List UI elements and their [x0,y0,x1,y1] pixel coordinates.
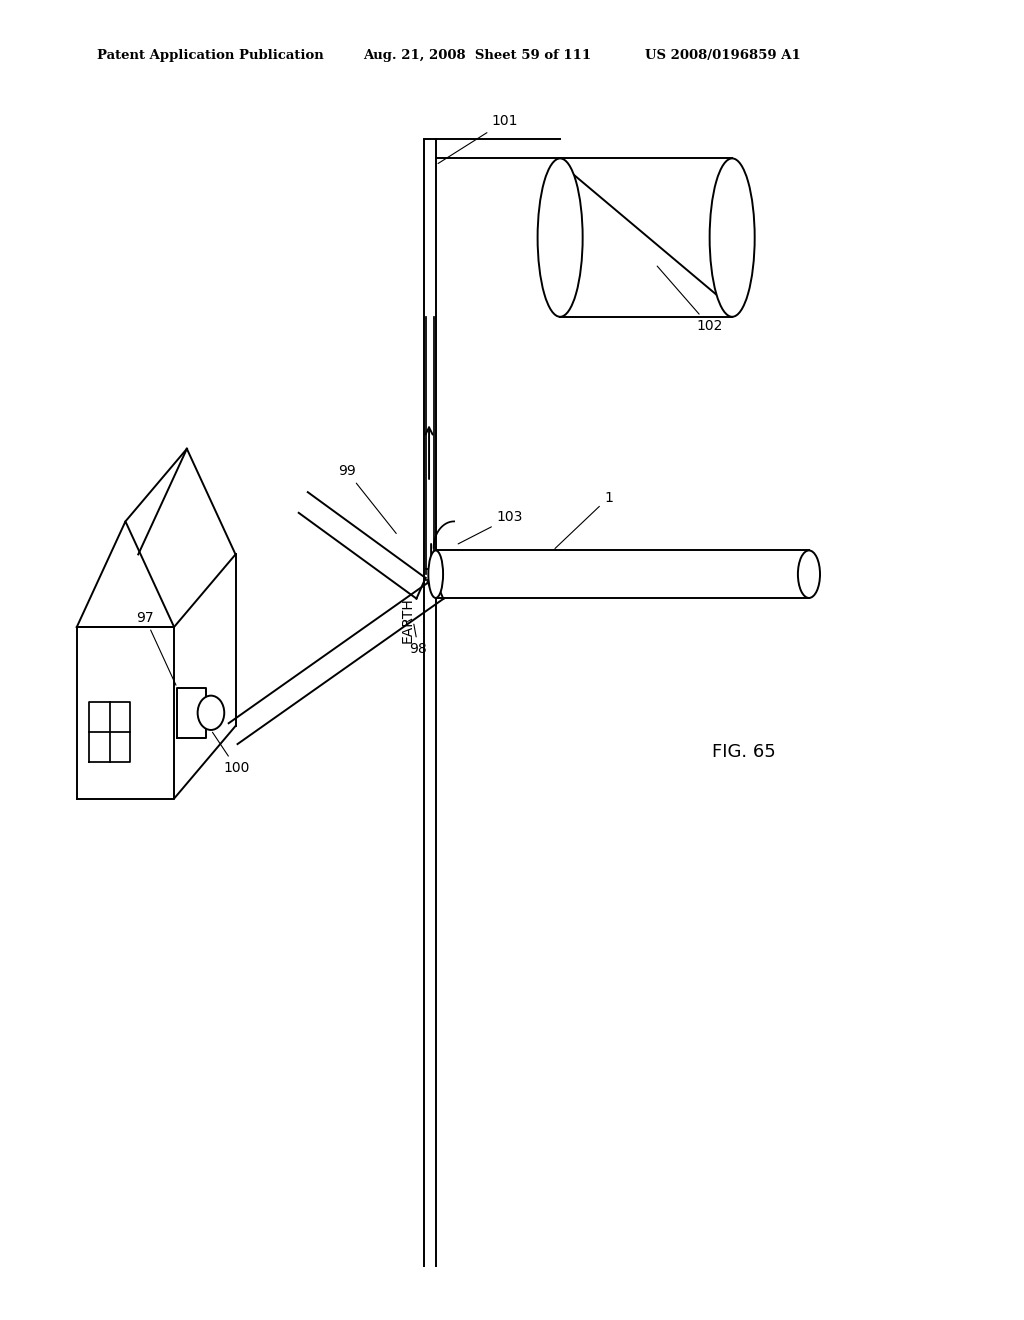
Text: 103: 103 [458,511,523,544]
Ellipse shape [710,158,755,317]
Text: 98: 98 [410,624,427,656]
Ellipse shape [538,158,583,317]
Text: 99: 99 [338,465,396,533]
Ellipse shape [428,550,443,598]
Text: 100: 100 [213,733,250,775]
Circle shape [198,696,224,730]
Text: Patent Application Publication: Patent Application Publication [97,49,324,62]
Text: FIG. 65: FIG. 65 [712,743,775,762]
Text: 102: 102 [657,267,723,333]
Text: 1: 1 [555,491,613,549]
Text: EARTH: EARTH [400,598,415,643]
Text: Aug. 21, 2008  Sheet 59 of 111: Aug. 21, 2008 Sheet 59 of 111 [364,49,592,62]
Ellipse shape [798,550,820,598]
Text: US 2008/0196859 A1: US 2008/0196859 A1 [645,49,801,62]
Text: 101: 101 [438,115,518,164]
Text: 97: 97 [136,611,176,685]
